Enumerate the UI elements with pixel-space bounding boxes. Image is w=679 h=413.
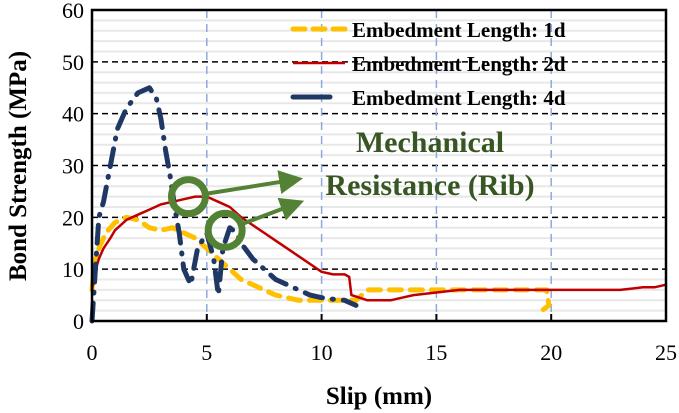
legend-label-2d: Embedment Length: 2d — [352, 52, 566, 76]
y-axis-title: Bond Strength (MPa) — [5, 51, 32, 281]
minor-gridlines — [92, 19, 666, 312]
legend-label-4d: Embedment Length: 4d — [352, 86, 566, 110]
annotation-layer: Mechanical Resistance (Rib) — [167, 126, 535, 251]
legend: Embedment Length: 1d Embedment Length: 2… — [290, 18, 566, 110]
legend-label-1d: Embedment Length: 1d — [352, 18, 566, 42]
y-tick-labels: 0 10 20 30 40 50 60 — [62, 0, 84, 334]
series-line-2d — [90, 195, 667, 302]
annotation-circle — [167, 176, 209, 218]
annotation-line-2: Resistance (Rib) — [325, 169, 534, 202]
major-gridlines — [92, 10, 666, 321]
annotation-arrow — [205, 170, 304, 196]
annotation-arrow — [241, 197, 305, 226]
y-tick-label: 30 — [62, 154, 84, 179]
x-axis-title: Slip (mm) — [326, 383, 432, 410]
plot-frame — [90, 8, 668, 323]
y-tick-label: 50 — [62, 50, 84, 75]
annotation-circle — [204, 209, 246, 251]
x-tick-label: 20 — [540, 340, 562, 365]
y-tick-label: 40 — [62, 102, 84, 127]
series-layer — [89, 85, 667, 324]
series-line-4d — [89, 85, 359, 324]
y-tick-label: 0 — [73, 309, 84, 334]
y-tick-label: 10 — [62, 257, 84, 282]
y-tick-label: 60 — [62, 0, 84, 23]
x-tick-label: 10 — [311, 340, 333, 365]
x-tick-label: 15 — [425, 340, 447, 365]
x-tick-label: 5 — [201, 340, 212, 365]
y-tick-label: 20 — [62, 205, 84, 230]
ticks-layer — [205, 314, 553, 321]
x-tick-labels: 0 5 10 15 20 25 — [87, 340, 678, 365]
x-tick-label: 0 — [87, 340, 98, 365]
series-line-1d — [89, 214, 552, 314]
x-tick-label: 25 — [655, 340, 677, 365]
annotation-line-1: Mechanical — [356, 126, 504, 159]
